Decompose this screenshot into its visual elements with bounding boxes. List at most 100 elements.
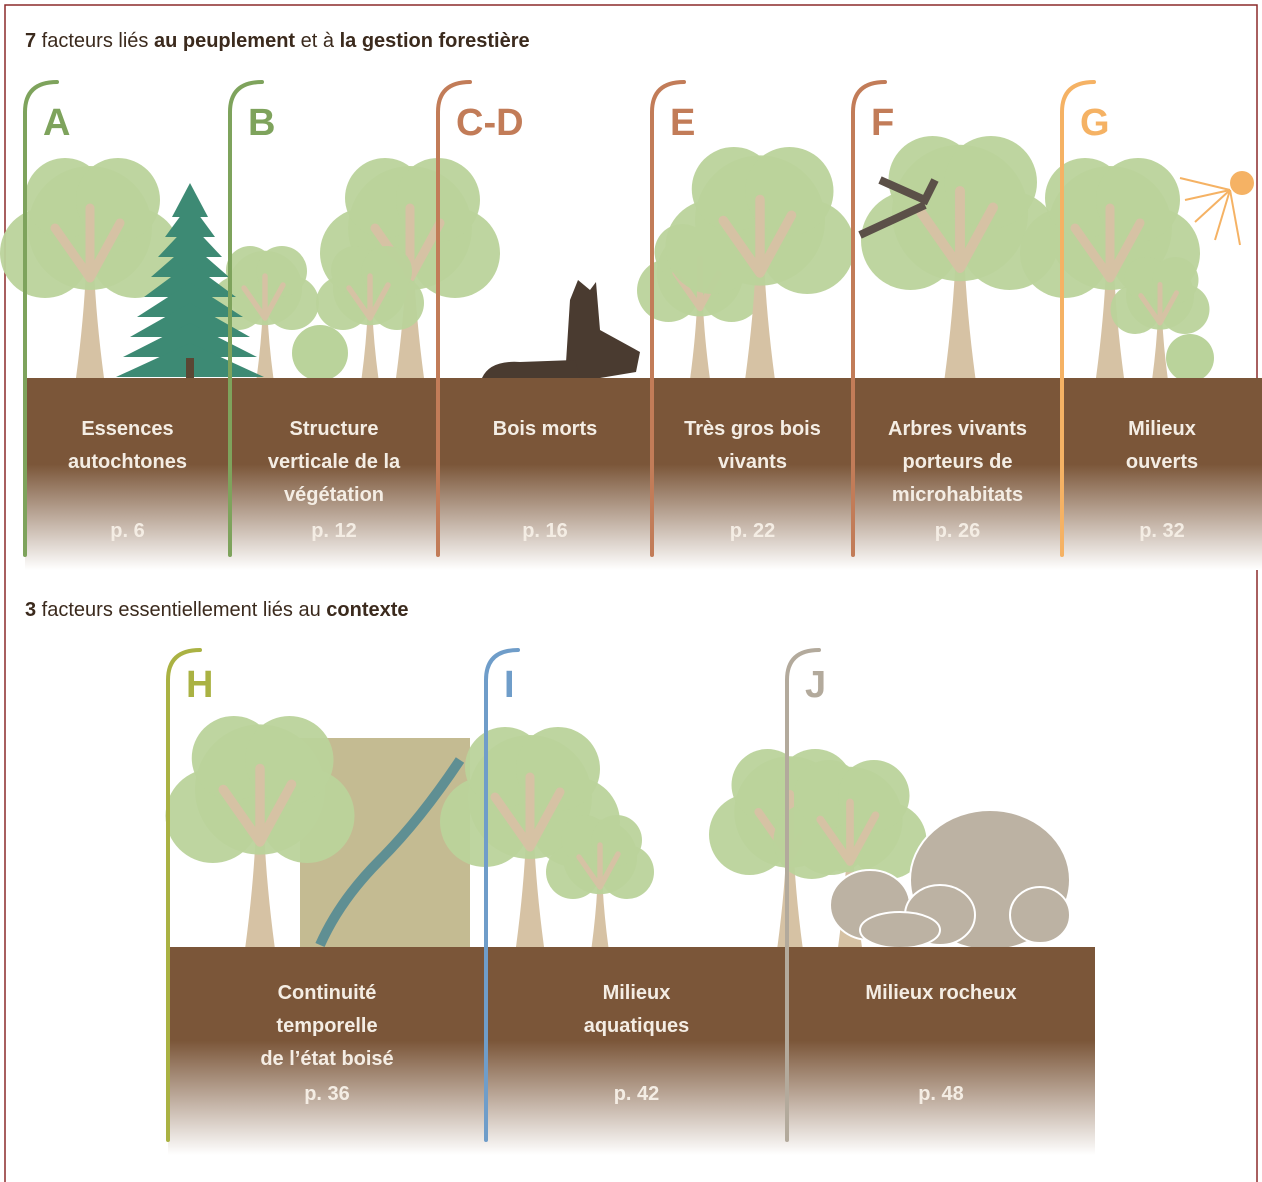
factor-label: temporelle — [276, 1015, 377, 1037]
tree-branches — [816, 798, 880, 866]
tree-trunk — [690, 301, 710, 378]
factor-hook — [436, 80, 472, 557]
conifer — [123, 323, 257, 357]
factor-label: verticale de la — [268, 451, 401, 473]
tree-canopy — [1096, 158, 1180, 242]
tree-branches — [241, 273, 286, 321]
factor-label: ouverts — [1126, 451, 1198, 473]
tree-canopy — [361, 246, 412, 297]
sun-ray — [1214, 189, 1231, 241]
heading-segment: 3 — [25, 599, 36, 621]
heading-segment: facteurs essentiellement liés au — [36, 599, 326, 621]
factor-label: porteurs de — [902, 451, 1012, 473]
factor-letter: F — [871, 102, 894, 144]
dead-log — [482, 360, 580, 378]
factor-hook — [166, 648, 202, 1142]
tree-canopy — [256, 246, 307, 297]
tree-trunk — [944, 257, 976, 378]
content: 7 facteurs liés au peuplement et à la ge… — [23, 30, 1262, 1155]
tree-branches — [218, 763, 297, 847]
tree-trunk — [1152, 317, 1168, 378]
factor-label: vivants — [718, 451, 787, 473]
factor-letter: H — [186, 664, 213, 706]
conifer — [151, 243, 229, 277]
conifer — [130, 303, 250, 337]
tree-canopy — [516, 727, 600, 811]
page-border — [4, 4, 1258, 1182]
dead-branch — [858, 176, 939, 239]
tree — [316, 246, 424, 378]
tree-branches — [490, 772, 565, 852]
factor-page: p. 42 — [614, 1083, 660, 1105]
tree-canopy — [76, 158, 160, 242]
factor-label: Très gros bois — [684, 418, 821, 440]
factor-label: Milieux — [1128, 418, 1196, 440]
tree — [0, 158, 180, 378]
factor-label: Milieux — [603, 982, 671, 1004]
factor-label: Bois morts — [493, 418, 597, 440]
factor-hook — [1060, 80, 1096, 557]
conifer — [144, 263, 236, 297]
tree-branches — [576, 842, 621, 890]
soil-band — [168, 947, 1095, 1155]
factor-label: microhabitats — [892, 484, 1023, 506]
factor-page: p. 22 — [730, 520, 776, 542]
tree-trunk — [76, 268, 104, 378]
factor-label: Milieux rocheux — [865, 982, 1016, 1004]
soil-band — [25, 378, 1262, 570]
rock — [1009, 886, 1071, 944]
conifer — [137, 283, 243, 317]
tree-trunk — [256, 312, 274, 378]
factor-letter: E — [670, 102, 695, 144]
tree — [665, 147, 855, 378]
conifer — [172, 183, 208, 217]
tree-branches — [718, 194, 797, 278]
section-heading: 3 facteurs essentiellement liés au conte… — [25, 599, 409, 621]
illustrations — [0, 136, 1254, 970]
heading-segment: au peuplement — [154, 30, 295, 52]
bush — [1166, 334, 1214, 382]
factor-letter: I — [504, 664, 515, 706]
tree-branches — [50, 203, 125, 283]
factor-hook — [650, 80, 686, 557]
tree-canopy — [745, 147, 834, 236]
tree-trunk — [245, 831, 275, 947]
factor-label: autochtones — [68, 451, 187, 473]
conifer-trunk — [186, 358, 194, 378]
bush — [292, 325, 348, 381]
tree-branches — [1070, 203, 1145, 283]
factor-page: p. 16 — [522, 520, 568, 542]
sun-ray — [1184, 189, 1231, 201]
factor-page: p. 32 — [1139, 520, 1185, 542]
heading-segment: facteurs liés — [36, 30, 154, 52]
conifer — [158, 223, 222, 257]
tree-canopy — [1152, 257, 1199, 304]
factor-label: de l’état boisé — [260, 1048, 393, 1070]
factor-hook — [228, 80, 264, 557]
factor-label: Essences — [81, 418, 173, 440]
tree-trunk — [516, 837, 544, 947]
heading-segment: la gestion forestière — [340, 30, 530, 52]
factor-page: p. 36 — [304, 1083, 350, 1105]
factor-letter: J — [805, 664, 826, 706]
factor-label: Continuité — [278, 982, 377, 1004]
heading-segment: et à — [295, 30, 339, 52]
tree — [546, 815, 654, 947]
heading-segment: 7 — [25, 30, 36, 52]
factor-page: p. 6 — [110, 520, 144, 542]
factor-label: Arbres vivants — [888, 418, 1027, 440]
factor-label: végétation — [284, 484, 384, 506]
tree-canopy — [944, 136, 1037, 229]
heading-segment: contexte — [326, 599, 408, 621]
tree-branches — [346, 273, 391, 321]
factor-page: p. 48 — [918, 1083, 964, 1105]
tree-trunk — [777, 848, 803, 947]
factor-label: Structure — [290, 418, 379, 440]
sun — [1230, 171, 1254, 195]
factor-letter: G — [1080, 102, 1110, 144]
tree-canopy — [591, 815, 642, 866]
factor-hook — [484, 648, 520, 1142]
sun-ray — [1179, 177, 1231, 191]
section-heading: 7 facteurs liés au peuplement et à la ge… — [25, 30, 530, 52]
